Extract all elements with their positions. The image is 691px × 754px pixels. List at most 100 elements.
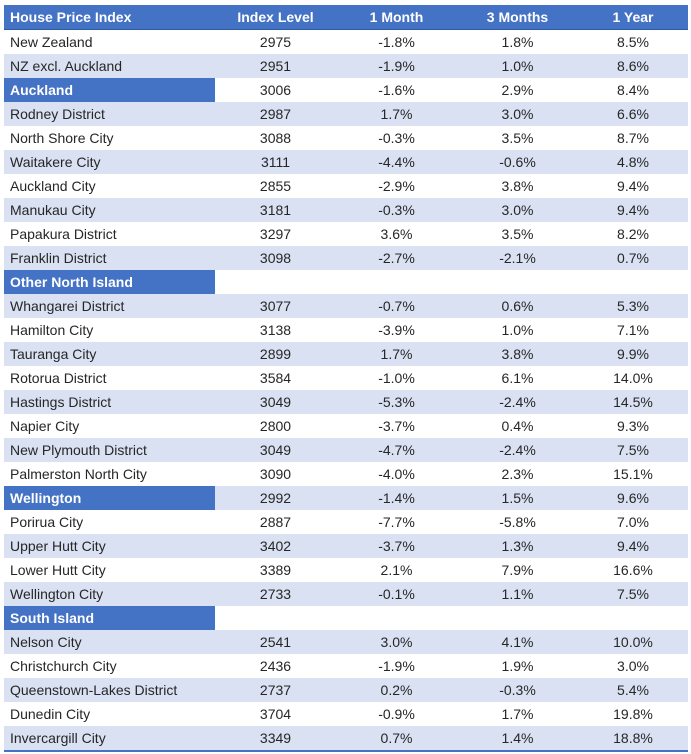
cell-index-level: 2887 xyxy=(259,514,292,530)
cell-1-year: 8.6% xyxy=(617,58,649,74)
cell-3-months: 1.3% xyxy=(501,538,534,554)
cell-3-months: 1.9% xyxy=(501,658,534,674)
cell-index-level: 3049 xyxy=(259,442,292,458)
region-label: New Plymouth District xyxy=(10,442,147,458)
table-row: NZ excl. Auckland 2951 -1.9% 1.0% 8.6% xyxy=(4,54,688,78)
region-label: Invercargill City xyxy=(10,730,106,746)
region-label: Lower Hutt City xyxy=(10,562,106,578)
cell-1-month: 1.7% xyxy=(380,106,413,122)
cell-3-months: 1.0% xyxy=(501,58,534,74)
cell-index-level: 3049 xyxy=(259,394,292,410)
region-label: Manukau City xyxy=(10,202,96,218)
region-label: Tauranga City xyxy=(10,346,97,362)
cell-3-months: -0.3% xyxy=(499,682,536,698)
cell-3-months xyxy=(457,606,578,630)
cell-1-year: 9.4% xyxy=(617,202,649,218)
table-body: New Zealand 2975 -1.8% 1.8% 8.5% NZ excl… xyxy=(4,30,688,751)
cell-1-month: -0.3% xyxy=(378,130,415,146)
region-label: Palmerston North City xyxy=(10,466,147,482)
cell-1-year: 4.8% xyxy=(617,154,649,170)
cell-3-months: 2.3% xyxy=(501,466,534,482)
region-label: Upper Hutt City xyxy=(10,538,106,554)
cell-3-months: 7.9% xyxy=(501,562,534,578)
region-label: Christchurch City xyxy=(10,658,117,674)
cell-3-months: 1.1% xyxy=(501,586,534,602)
cell-1-year: 5.3% xyxy=(617,298,649,314)
table-row: Rotorua District 3584 -1.0% 6.1% 14.0% xyxy=(4,366,688,390)
section-row: Other North Island xyxy=(4,270,688,294)
cell-index-level: 3098 xyxy=(259,250,292,266)
cell-1-month: -3.7% xyxy=(378,538,415,554)
cell-1-month: -0.9% xyxy=(378,706,415,722)
cell-1-month: 3.0% xyxy=(380,634,413,650)
cell-index-level: 2899 xyxy=(259,346,292,362)
cell-1-year: 3.0% xyxy=(617,658,649,674)
region-label: Hamilton City xyxy=(10,322,94,338)
cell-3-months: -2.4% xyxy=(499,394,536,410)
cell-index-level: 3704 xyxy=(259,706,292,722)
cell-1-month: -4.0% xyxy=(378,466,415,482)
cell-index-level: 3006 xyxy=(259,82,292,98)
cell-1-year: 8.5% xyxy=(617,34,649,50)
cell-3-months: 3.5% xyxy=(501,130,534,146)
cell-1-year: 14.0% xyxy=(613,370,653,386)
region-label: Auckland City xyxy=(10,178,96,194)
cell-index-level: 2951 xyxy=(259,58,292,74)
region-label: Rodney District xyxy=(10,106,105,122)
table-row: Dunedin City 3704 -0.9% 1.7% 19.8% xyxy=(4,702,688,726)
cell-1-month: -5.3% xyxy=(378,394,415,410)
region-label: Dunedin City xyxy=(10,706,91,722)
table-row: Manukau City 3181 -0.3% 3.0% 9.4% xyxy=(4,198,688,222)
cell-1-month: -4.4% xyxy=(378,154,415,170)
region-label: NZ excl. Auckland xyxy=(10,58,123,74)
region-label: Waitakere City xyxy=(10,154,101,170)
cell-3-months: 3.0% xyxy=(501,202,534,218)
cell-1-year: 14.5% xyxy=(613,394,653,410)
table-row: Upper Hutt City 3402 -3.7% 1.3% 9.4% xyxy=(4,534,688,558)
cell-index-level: 2975 xyxy=(259,34,292,50)
cell-1-month: -3.7% xyxy=(378,418,415,434)
table-row: Hastings District 3049 -5.3% -2.4% 14.5% xyxy=(4,390,688,414)
region-label: Auckland xyxy=(4,78,215,102)
cell-1-month: 2.1% xyxy=(380,562,413,578)
region-label: South Island xyxy=(4,606,215,630)
cell-1-month: -0.3% xyxy=(378,202,415,218)
cell-index-level: 2800 xyxy=(259,418,292,434)
cell-1-year: 9.4% xyxy=(617,178,649,194)
table-row: Nelson City 2541 3.0% 4.1% 10.0% xyxy=(4,630,688,654)
cell-1-year: 7.0% xyxy=(617,514,649,530)
cell-1-year: 19.8% xyxy=(613,706,653,722)
cell-index-level: 3090 xyxy=(259,466,292,482)
region-label: Nelson City xyxy=(10,634,82,650)
region-label: Franklin District xyxy=(10,250,107,266)
table-row: Hamilton City 3138 -3.9% 1.0% 7.1% xyxy=(4,318,688,342)
cell-1-month: 3.6% xyxy=(380,226,413,242)
cell-index-level: 2541 xyxy=(259,634,292,650)
cell-3-months xyxy=(457,270,578,294)
cell-1-year: 6.6% xyxy=(617,106,649,122)
cell-3-months: 3.5% xyxy=(501,226,534,242)
cell-index-level: 2987 xyxy=(259,106,292,122)
region-label: Wellington xyxy=(4,486,215,510)
cell-3-months: -0.6% xyxy=(499,154,536,170)
cell-1-month xyxy=(336,270,457,294)
header-row: House Price Index Index Level 1 Month 3 … xyxy=(4,5,688,30)
cell-1-month: -1.0% xyxy=(378,370,415,386)
table-row: Napier City 2800 -3.7% 0.4% 9.3% xyxy=(4,414,688,438)
cell-3-months: 0.4% xyxy=(501,418,534,434)
column-header-index-level: Index Level xyxy=(215,5,336,30)
cell-index-level: 2436 xyxy=(259,658,292,674)
table-row: Auckland City 2855 -2.9% 3.8% 9.4% xyxy=(4,174,688,198)
cell-index-level: 3088 xyxy=(259,130,292,146)
cell-index-level xyxy=(215,606,336,630)
cell-1-month: -1.6% xyxy=(378,82,415,98)
cell-index-level: 3077 xyxy=(259,298,292,314)
region-label: North Shore City xyxy=(10,130,114,146)
cell-1-year xyxy=(578,270,688,294)
table-row: Invercargill City 3349 0.7% 1.4% 18.8% xyxy=(4,726,688,751)
region-label: New Zealand xyxy=(10,34,93,50)
cell-3-months: 1.8% xyxy=(501,34,534,50)
cell-index-level: 2737 xyxy=(259,682,292,698)
cell-index-level: 3297 xyxy=(259,226,292,242)
section-row: Wellington 2992 -1.4% 1.5% 9.6% xyxy=(4,486,688,510)
